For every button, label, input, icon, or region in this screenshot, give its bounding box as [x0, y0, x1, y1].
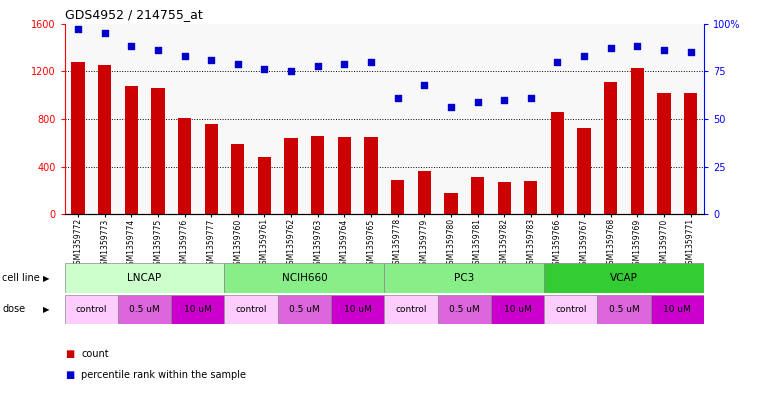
Text: PC3: PC3 [454, 273, 474, 283]
Bar [658, 93, 670, 214]
Point [125, 43, 137, 50]
Bar [651, 295, 704, 324]
Point [205, 57, 218, 63]
Bar [551, 112, 564, 214]
Text: ■: ■ [65, 370, 74, 380]
Point [258, 66, 271, 72]
Bar [178, 118, 191, 214]
Point [419, 81, 431, 88]
Point [312, 62, 324, 69]
Bar [384, 295, 438, 324]
Bar [118, 295, 171, 324]
Text: NCIH660: NCIH660 [282, 273, 327, 283]
Bar [444, 193, 457, 214]
Point [524, 95, 537, 101]
Bar [285, 138, 298, 214]
Bar [65, 295, 118, 324]
Point [444, 104, 457, 110]
Bar [224, 263, 384, 293]
Point [391, 95, 403, 101]
Bar [205, 124, 218, 214]
Point [498, 97, 510, 103]
Point [658, 47, 670, 53]
Bar [231, 144, 244, 214]
Bar [438, 295, 491, 324]
Text: 0.5 uM: 0.5 uM [449, 305, 479, 314]
Bar [498, 182, 511, 214]
Text: dose: dose [2, 305, 25, 314]
Point [604, 45, 616, 51]
Bar [391, 180, 404, 214]
Bar [544, 263, 704, 293]
Bar [544, 295, 597, 324]
Bar [65, 263, 224, 293]
Text: count: count [81, 349, 109, 359]
Text: control: control [395, 305, 427, 314]
Point [551, 59, 563, 65]
Text: VCAP: VCAP [610, 273, 638, 283]
Point [471, 99, 484, 105]
Text: control: control [555, 305, 587, 314]
Bar [98, 65, 111, 214]
Text: ▶: ▶ [43, 305, 49, 314]
Bar [631, 68, 644, 214]
Text: cell line: cell line [2, 273, 40, 283]
Bar [597, 295, 651, 324]
Text: ■: ■ [65, 349, 74, 359]
Point [338, 61, 350, 67]
Point [231, 61, 244, 67]
Bar [578, 129, 591, 214]
Bar [684, 93, 697, 214]
Text: 10 uM: 10 uM [184, 305, 212, 314]
Bar [384, 263, 544, 293]
Point [285, 68, 297, 74]
Point [151, 47, 164, 53]
Bar [72, 62, 84, 214]
Text: 10 uM: 10 uM [504, 305, 531, 314]
Point [98, 30, 111, 36]
Bar [524, 181, 537, 214]
Text: GDS4952 / 214755_at: GDS4952 / 214755_at [65, 8, 202, 21]
Point [684, 49, 696, 55]
Text: 10 uM: 10 uM [664, 305, 691, 314]
Bar [278, 295, 331, 324]
Bar [258, 157, 271, 214]
Text: control: control [75, 305, 107, 314]
Bar [338, 137, 351, 214]
Bar [224, 295, 278, 324]
Bar [331, 295, 384, 324]
Point [178, 53, 190, 59]
Bar [171, 295, 224, 324]
Bar [125, 86, 138, 214]
Text: 0.5 uM: 0.5 uM [129, 305, 160, 314]
Point [72, 26, 84, 33]
Bar [151, 88, 164, 214]
Point [365, 59, 377, 65]
Bar [604, 82, 617, 214]
Bar [418, 171, 431, 214]
Text: 0.5 uM: 0.5 uM [289, 305, 320, 314]
Point [631, 43, 643, 50]
Point [578, 53, 590, 59]
Bar [471, 177, 484, 214]
Bar [311, 136, 324, 214]
Bar [491, 295, 544, 324]
Text: 0.5 uM: 0.5 uM [609, 305, 639, 314]
Text: 10 uM: 10 uM [344, 305, 371, 314]
Text: control: control [235, 305, 267, 314]
Bar [365, 137, 377, 214]
Text: ▶: ▶ [43, 274, 49, 283]
Text: percentile rank within the sample: percentile rank within the sample [81, 370, 247, 380]
Text: LNCAP: LNCAP [127, 273, 162, 283]
